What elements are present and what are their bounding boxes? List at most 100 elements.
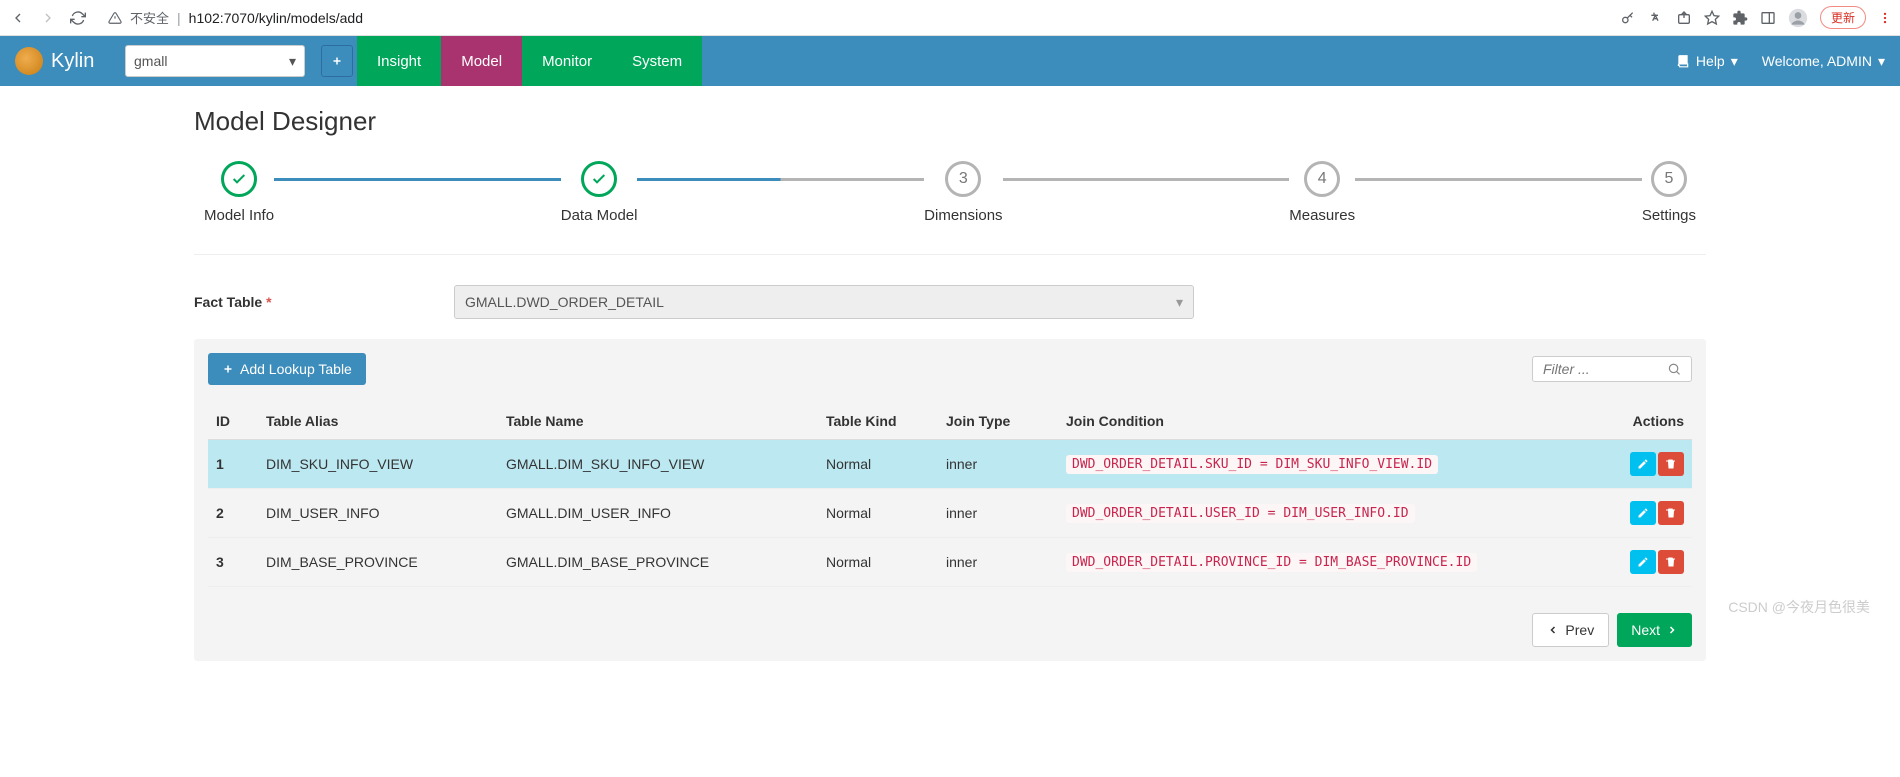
cell-name: GMALL.DIM_BASE_PROVINCE	[498, 538, 818, 587]
back-button[interactable]	[8, 8, 28, 28]
fact-table-row: Fact Table * GMALL.DWD_ORDER_DETAIL ▾	[194, 285, 1706, 319]
table-row[interactable]: 1DIM_SKU_INFO_VIEWGMALL.DIM_SKU_INFO_VIE…	[208, 440, 1692, 489]
nav-tabs: Insight Model Monitor System	[357, 36, 702, 86]
filter-wrap	[1532, 356, 1692, 382]
star-icon[interactable]	[1704, 10, 1720, 26]
cell-join-cond: DWD_ORDER_DETAIL.PROVINCE_ID = DIM_BASE_…	[1058, 538, 1602, 587]
plus-icon	[222, 363, 234, 375]
tab-model[interactable]: Model	[441, 36, 522, 86]
project-select[interactable]: gmall ▾	[125, 45, 305, 77]
wizard-step-model-info[interactable]: Model Info	[204, 161, 274, 224]
trash-icon	[1665, 556, 1677, 568]
table-row[interactable]: 3DIM_BASE_PROVINCEGMALL.DIM_BASE_PROVINC…	[208, 538, 1692, 587]
user-menu[interactable]: Welcome, ADMIN ▾	[1762, 53, 1885, 70]
lookup-panel: Add Lookup Table ID Table Alias Table Na…	[194, 339, 1706, 661]
wizard-step-measures[interactable]: 4 Measures	[1289, 161, 1355, 224]
address-bar[interactable]: 不安全 | h102:7070/kylin/models/add	[98, 4, 1610, 31]
col-join-cond: Join Condition	[1058, 403, 1602, 440]
panel-icon[interactable]	[1760, 10, 1776, 26]
menu-icon[interactable]	[1878, 11, 1892, 25]
welcome-text: Welcome, ADMIN	[1762, 53, 1872, 69]
table-row[interactable]: 2DIM_USER_INFOGMALL.DIM_USER_INFONormali…	[208, 489, 1692, 538]
reload-button[interactable]	[68, 8, 88, 28]
cell-join-type: inner	[938, 538, 1058, 587]
help-label: Help	[1696, 53, 1725, 69]
url-text: h102:7070/kylin/models/add	[189, 10, 363, 26]
browser-chrome: 不安全 | h102:7070/kylin/models/add 更新	[0, 0, 1900, 36]
profile-icon[interactable]	[1788, 8, 1808, 28]
insecure-label: 不安全	[130, 8, 169, 27]
next-button[interactable]: Next	[1617, 613, 1692, 647]
pencil-icon	[1637, 556, 1649, 568]
cell-id: 3	[208, 538, 258, 587]
cell-join-cond: DWD_ORDER_DETAIL.SKU_ID = DIM_SKU_INFO_V…	[1058, 440, 1602, 489]
brand[interactable]: Kylin	[15, 47, 125, 75]
cell-join-cond: DWD_ORDER_DETAIL.USER_ID = DIM_USER_INFO…	[1058, 489, 1602, 538]
extensions-icon[interactable]	[1732, 10, 1748, 26]
cell-alias: DIM_SKU_INFO_VIEW	[258, 440, 498, 489]
cell-kind: Normal	[818, 440, 938, 489]
cell-name: GMALL.DIM_SKU_INFO_VIEW	[498, 440, 818, 489]
cell-alias: DIM_USER_INFO	[258, 489, 498, 538]
check-icon	[581, 161, 617, 197]
col-kind: Table Kind	[818, 403, 938, 440]
prev-button[interactable]: Prev	[1532, 613, 1609, 647]
check-icon	[221, 161, 257, 197]
cell-kind: Normal	[818, 489, 938, 538]
col-join-type: Join Type	[938, 403, 1058, 440]
cell-id: 2	[208, 489, 258, 538]
watermark: CSDN @今夜月色很美	[1728, 597, 1870, 617]
cell-alias: DIM_BASE_PROVINCE	[258, 538, 498, 587]
edit-button[interactable]	[1630, 452, 1656, 476]
translate-icon[interactable]	[1648, 10, 1664, 26]
forward-button[interactable]	[38, 8, 58, 28]
add-project-button[interactable]	[321, 45, 353, 77]
cell-kind: Normal	[818, 538, 938, 587]
delete-button[interactable]	[1658, 501, 1684, 525]
search-icon	[1667, 361, 1681, 377]
add-lookup-button[interactable]: Add Lookup Table	[208, 353, 366, 385]
tab-monitor[interactable]: Monitor	[522, 36, 612, 86]
pencil-icon	[1637, 507, 1649, 519]
book-icon	[1676, 54, 1690, 68]
cell-id: 1	[208, 440, 258, 489]
pencil-icon	[1637, 458, 1649, 470]
help-menu[interactable]: Help ▾	[1676, 53, 1738, 70]
col-actions: Actions	[1602, 403, 1692, 440]
chevron-down-icon: ▾	[1878, 53, 1885, 70]
col-name: Table Name	[498, 403, 818, 440]
tab-system[interactable]: System	[612, 36, 702, 86]
wizard-step-data-model[interactable]: Data Model	[561, 161, 638, 224]
chevron-down-icon: ▾	[289, 53, 296, 70]
trash-icon	[1665, 458, 1677, 470]
cell-join-type: inner	[938, 489, 1058, 538]
wizard-step-settings[interactable]: 5 Settings	[1642, 161, 1696, 224]
share-icon[interactable]	[1676, 10, 1692, 26]
logo-icon	[15, 47, 43, 75]
arrow-right-icon	[1666, 624, 1678, 636]
update-button[interactable]: 更新	[1820, 6, 1866, 29]
key-icon[interactable]	[1620, 10, 1636, 26]
cell-join-type: inner	[938, 440, 1058, 489]
cell-name: GMALL.DIM_USER_INFO	[498, 489, 818, 538]
wizard-steps: Model Info Data Model 3 Dimensions 4 Mea…	[194, 161, 1706, 255]
col-id: ID	[208, 403, 258, 440]
wizard-step-dimensions[interactable]: 3 Dimensions	[924, 161, 1002, 224]
filter-input[interactable]	[1543, 361, 1667, 377]
lookup-table: ID Table Alias Table Name Table Kind Joi…	[208, 403, 1692, 587]
delete-button[interactable]	[1658, 550, 1684, 574]
app-navbar: Kylin gmall ▾ Insight Model Monitor Syst…	[0, 36, 1900, 86]
chevron-down-icon: ▾	[1731, 53, 1738, 70]
brand-text: Kylin	[51, 50, 94, 73]
page-title: Model Designer	[194, 106, 1706, 137]
fact-table-select[interactable]: GMALL.DWD_ORDER_DETAIL ▾	[454, 285, 1194, 319]
edit-button[interactable]	[1630, 501, 1656, 525]
trash-icon	[1665, 507, 1677, 519]
project-name: gmall	[134, 53, 167, 69]
tab-insight[interactable]: Insight	[357, 36, 441, 86]
fact-table-label: Fact Table *	[194, 294, 454, 310]
col-alias: Table Alias	[258, 403, 498, 440]
chevron-down-icon: ▾	[1176, 294, 1183, 311]
edit-button[interactable]	[1630, 550, 1656, 574]
delete-button[interactable]	[1658, 452, 1684, 476]
